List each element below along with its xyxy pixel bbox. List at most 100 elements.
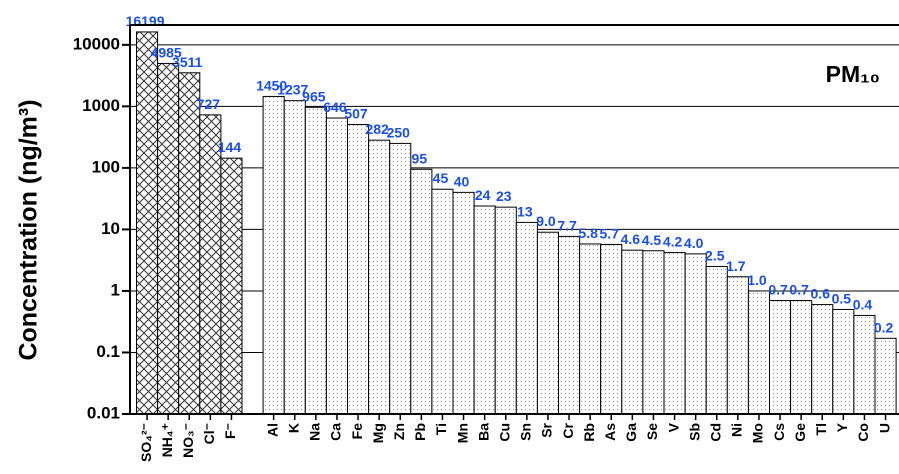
bar: [431, 188, 454, 415]
x-tick-label: U: [876, 423, 892, 433]
x-tick-label: K: [285, 423, 301, 433]
x-tick-label: Mo: [750, 423, 766, 443]
bar: [832, 308, 855, 415]
y-tick-label: 1: [111, 280, 120, 299]
value-label: 24: [475, 187, 491, 203]
x-tick-label: Sn: [518, 423, 534, 441]
x-tick-label: Ga: [623, 423, 639, 442]
value-label: 1.0: [747, 272, 767, 288]
value-label: 3511: [172, 54, 203, 70]
bar: [705, 265, 728, 415]
bar: [473, 205, 496, 415]
value-label: 144: [218, 139, 242, 155]
value-label: 0.7: [768, 281, 788, 297]
value-label: 4.5: [642, 232, 662, 248]
x-tick-label: Rb: [581, 423, 597, 442]
x-tick-label: Ge: [792, 423, 808, 442]
x-tick-label: Se: [644, 423, 660, 440]
x-tick-label: F⁻: [222, 423, 238, 439]
x-tick-label: Sb: [686, 423, 702, 441]
bar: [769, 299, 792, 415]
bar: [494, 206, 517, 415]
value-label: 507: [344, 106, 368, 122]
value-label: 40: [454, 173, 470, 189]
value-label: 2.5: [705, 247, 725, 263]
bar: [262, 95, 285, 415]
x-tick-label: Co: [855, 423, 871, 442]
value-label: 9.0: [536, 213, 556, 229]
bar: [642, 250, 665, 415]
x-tick-label: Y: [834, 422, 850, 432]
bar: [790, 299, 813, 415]
value-label: 5.8: [578, 225, 598, 241]
bar: [579, 243, 602, 415]
annotation: PM₁₀: [826, 61, 880, 87]
x-tick-label: Al: [264, 423, 280, 437]
bar: [136, 31, 159, 415]
x-tick-label: NH₄⁺: [159, 423, 175, 457]
bar: [811, 304, 834, 415]
value-label: 727: [197, 96, 221, 112]
x-tick-label: Zn: [391, 423, 407, 440]
bar: [178, 72, 201, 415]
x-tick-label: Mg: [370, 423, 386, 443]
bar: [874, 337, 897, 415]
value-label: 0.6: [811, 286, 831, 302]
value-label: 7.7: [557, 217, 577, 233]
bar: [726, 276, 749, 415]
bar: [325, 117, 348, 415]
y-tick-label: 0.1: [96, 342, 120, 361]
bar: [157, 62, 180, 415]
bar: [199, 114, 222, 415]
x-tick-label: Cu: [496, 423, 512, 442]
x-tick-label: Fe: [349, 423, 365, 440]
y-tick-label: 0.01: [87, 403, 120, 422]
value-label: 0.4: [853, 296, 873, 312]
value-label: 1450: [256, 77, 287, 93]
value-label: 1.7: [726, 258, 746, 274]
x-tick-label: Ca: [328, 423, 344, 441]
x-tick-label: Cs: [771, 423, 787, 441]
y-axis-label: Concentration (ng/m³): [15, 99, 43, 360]
value-label: 4.6: [621, 231, 641, 247]
bar: [536, 231, 560, 415]
x-tick-label: Mn: [454, 423, 470, 443]
value-label: 0.7: [789, 281, 809, 297]
value-label: 45: [433, 170, 449, 186]
value-label: 95: [412, 150, 428, 166]
bar: [220, 157, 243, 415]
bar: [853, 314, 876, 415]
x-tick-label: V: [665, 422, 681, 432]
value-label: 5.7: [600, 225, 620, 241]
x-tick-label: Cl⁻: [201, 423, 217, 444]
bar: [558, 235, 581, 415]
value-label: 282: [365, 121, 389, 137]
value-label: 13: [517, 203, 533, 219]
x-tick-label: Sr: [539, 422, 555, 437]
y-tick-label: 10000: [73, 34, 120, 53]
x-tick-label: Cr: [560, 422, 576, 438]
bar: [747, 290, 771, 415]
x-tick-label: Ni: [729, 423, 745, 437]
value-label: 965: [302, 88, 326, 104]
bar: [663, 252, 686, 415]
x-tick-label: SO₄²⁻: [138, 423, 154, 462]
x-tick-label: As: [602, 423, 618, 441]
bar: [347, 124, 370, 415]
bar: [304, 106, 327, 415]
bar: [389, 142, 412, 415]
value-label: 0.2: [874, 319, 894, 335]
bar: [684, 253, 707, 415]
value-label: 4985: [151, 44, 182, 60]
value-label: 1237: [277, 82, 308, 98]
bar: [368, 139, 391, 415]
bar: [600, 243, 623, 415]
y-tick-label: 100: [92, 157, 120, 176]
x-tick-label: Pb: [412, 423, 428, 441]
y-tick-label: 10: [101, 219, 120, 238]
y-tick-label: 1000: [82, 96, 120, 115]
value-label: 23: [496, 188, 512, 204]
bar: [452, 191, 475, 415]
x-tick-label: Cd: [707, 423, 723, 442]
